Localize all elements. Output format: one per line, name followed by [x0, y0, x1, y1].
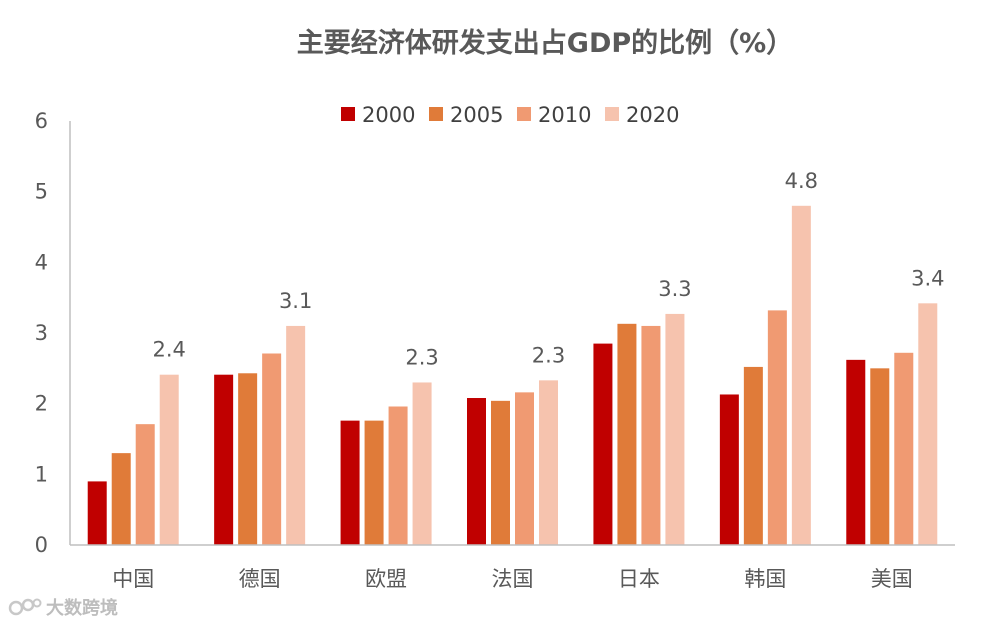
data-label: 3.3: [658, 277, 691, 301]
bar-2010-中国: [135, 424, 155, 545]
bar-2005-德国: [238, 373, 258, 545]
y-tick-label: 0: [35, 533, 48, 557]
data-label: 2.3: [532, 343, 565, 367]
bar-2005-韩国: [743, 366, 763, 545]
bar-2010-欧盟: [388, 406, 408, 545]
bar-2000-日本: [593, 343, 613, 545]
bar-2005-日本: [617, 323, 637, 545]
bar-2010-美国: [894, 352, 914, 545]
x-axis: 中国 德国 欧盟 法国 日本 韩国 美国: [70, 544, 955, 591]
legend-label: 2005: [450, 103, 503, 127]
bar-2020-中国: [159, 374, 179, 545]
bar-2005-中国: [111, 453, 131, 545]
data-label: 2.4: [153, 338, 186, 362]
watermark: 大数跨境: [8, 594, 118, 620]
bar-2000-韩国: [719, 394, 739, 545]
bar-2020-韩国: [791, 205, 811, 546]
y-tick-label: 1: [35, 462, 48, 486]
x-tick-label: 欧盟: [365, 567, 407, 591]
y-tick-label: 2: [35, 392, 48, 416]
data-label: 2.3: [405, 345, 438, 369]
chart-title: 主要经济体研发支出占GDP的比例（%）: [297, 27, 793, 59]
legend-swatch-2000: [341, 107, 355, 121]
x-tick-label: 日本: [618, 567, 660, 591]
bar-2005-欧盟: [364, 420, 384, 545]
y-tick-label: 6: [35, 109, 48, 133]
data-label: 3.1: [279, 289, 312, 313]
y-tick-label: 3: [35, 321, 48, 345]
legend-swatch-2020: [605, 107, 619, 121]
bars: [87, 205, 938, 546]
bar-2020-法国: [539, 380, 558, 545]
data-label: 3.4: [911, 266, 944, 290]
bar-2010-韩国: [767, 310, 787, 545]
bar-2000-欧盟: [340, 420, 360, 545]
bar-2000-中国: [87, 481, 107, 545]
bar-2000-法国: [467, 398, 486, 545]
bar-2005-法国: [491, 400, 510, 545]
bar-2010-法国: [515, 392, 534, 545]
y-axis: 0 1 2 3 4 5 6: [35, 109, 71, 557]
bar-2000-德国: [214, 374, 234, 545]
x-tick-label: 韩国: [744, 567, 786, 591]
x-tick-label: 美国: [871, 567, 913, 591]
x-tick-label: 法国: [492, 567, 534, 591]
bar-2005-美国: [870, 368, 890, 545]
data-labels: 2.4 3.1 2.3 2.3 3.3 4.8 3.4: [153, 169, 945, 370]
watermark-text: 大数跨境: [46, 598, 118, 619]
legend-label: 2010: [538, 103, 591, 127]
bar-2020-日本: [665, 313, 685, 545]
x-tick-label: 德国: [239, 567, 281, 591]
logo-icon: [8, 596, 42, 618]
y-tick-label: 5: [35, 180, 48, 204]
bar-2020-美国: [918, 303, 938, 545]
bar-2000-美国: [846, 359, 866, 545]
bar-2020-德国: [286, 325, 306, 545]
x-tick-label: 中国: [112, 567, 154, 591]
bar-2010-德国: [262, 353, 282, 545]
legend-swatch-2010: [517, 107, 531, 121]
legend-label: 2020: [626, 103, 679, 127]
data-label: 4.8: [785, 169, 818, 193]
bar-2020-欧盟: [412, 382, 432, 545]
legend-swatch-2005: [429, 107, 443, 121]
legend: 2000 2005 2010 2020: [341, 103, 679, 127]
y-tick-label: 4: [35, 250, 48, 274]
bar-2010-日本: [641, 325, 661, 545]
legend-label: 2000: [362, 103, 415, 127]
